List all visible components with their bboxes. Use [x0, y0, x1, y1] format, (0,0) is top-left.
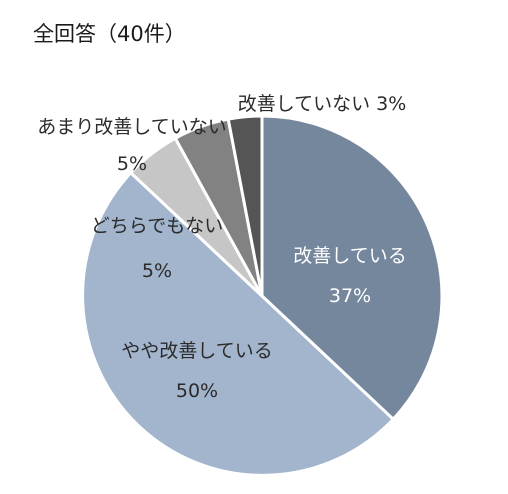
label-amari-name: あまり改善していない: [37, 116, 226, 138]
label-dochira-name: どちらでもない: [91, 215, 223, 237]
slice-kaizen-nai: [226, 114, 264, 298]
pie-slices: [81, 114, 444, 477]
slice-kaizen: [260, 114, 444, 421]
label-yaya-name: やや改善している: [121, 340, 272, 362]
label-kaizen-nai: 改善していない 3%: [238, 93, 407, 115]
label-amari-value: 5%: [117, 153, 147, 175]
label-kaizen-value: 37%: [329, 285, 371, 307]
label-yaya-value: 50%: [176, 380, 218, 402]
chart-title: 全回答（40件）: [33, 22, 186, 46]
label-dochira-value: 5%: [142, 260, 172, 282]
slice-yaya-kaizen: [81, 171, 395, 477]
label-kaizen-name: 改善している: [293, 245, 406, 267]
